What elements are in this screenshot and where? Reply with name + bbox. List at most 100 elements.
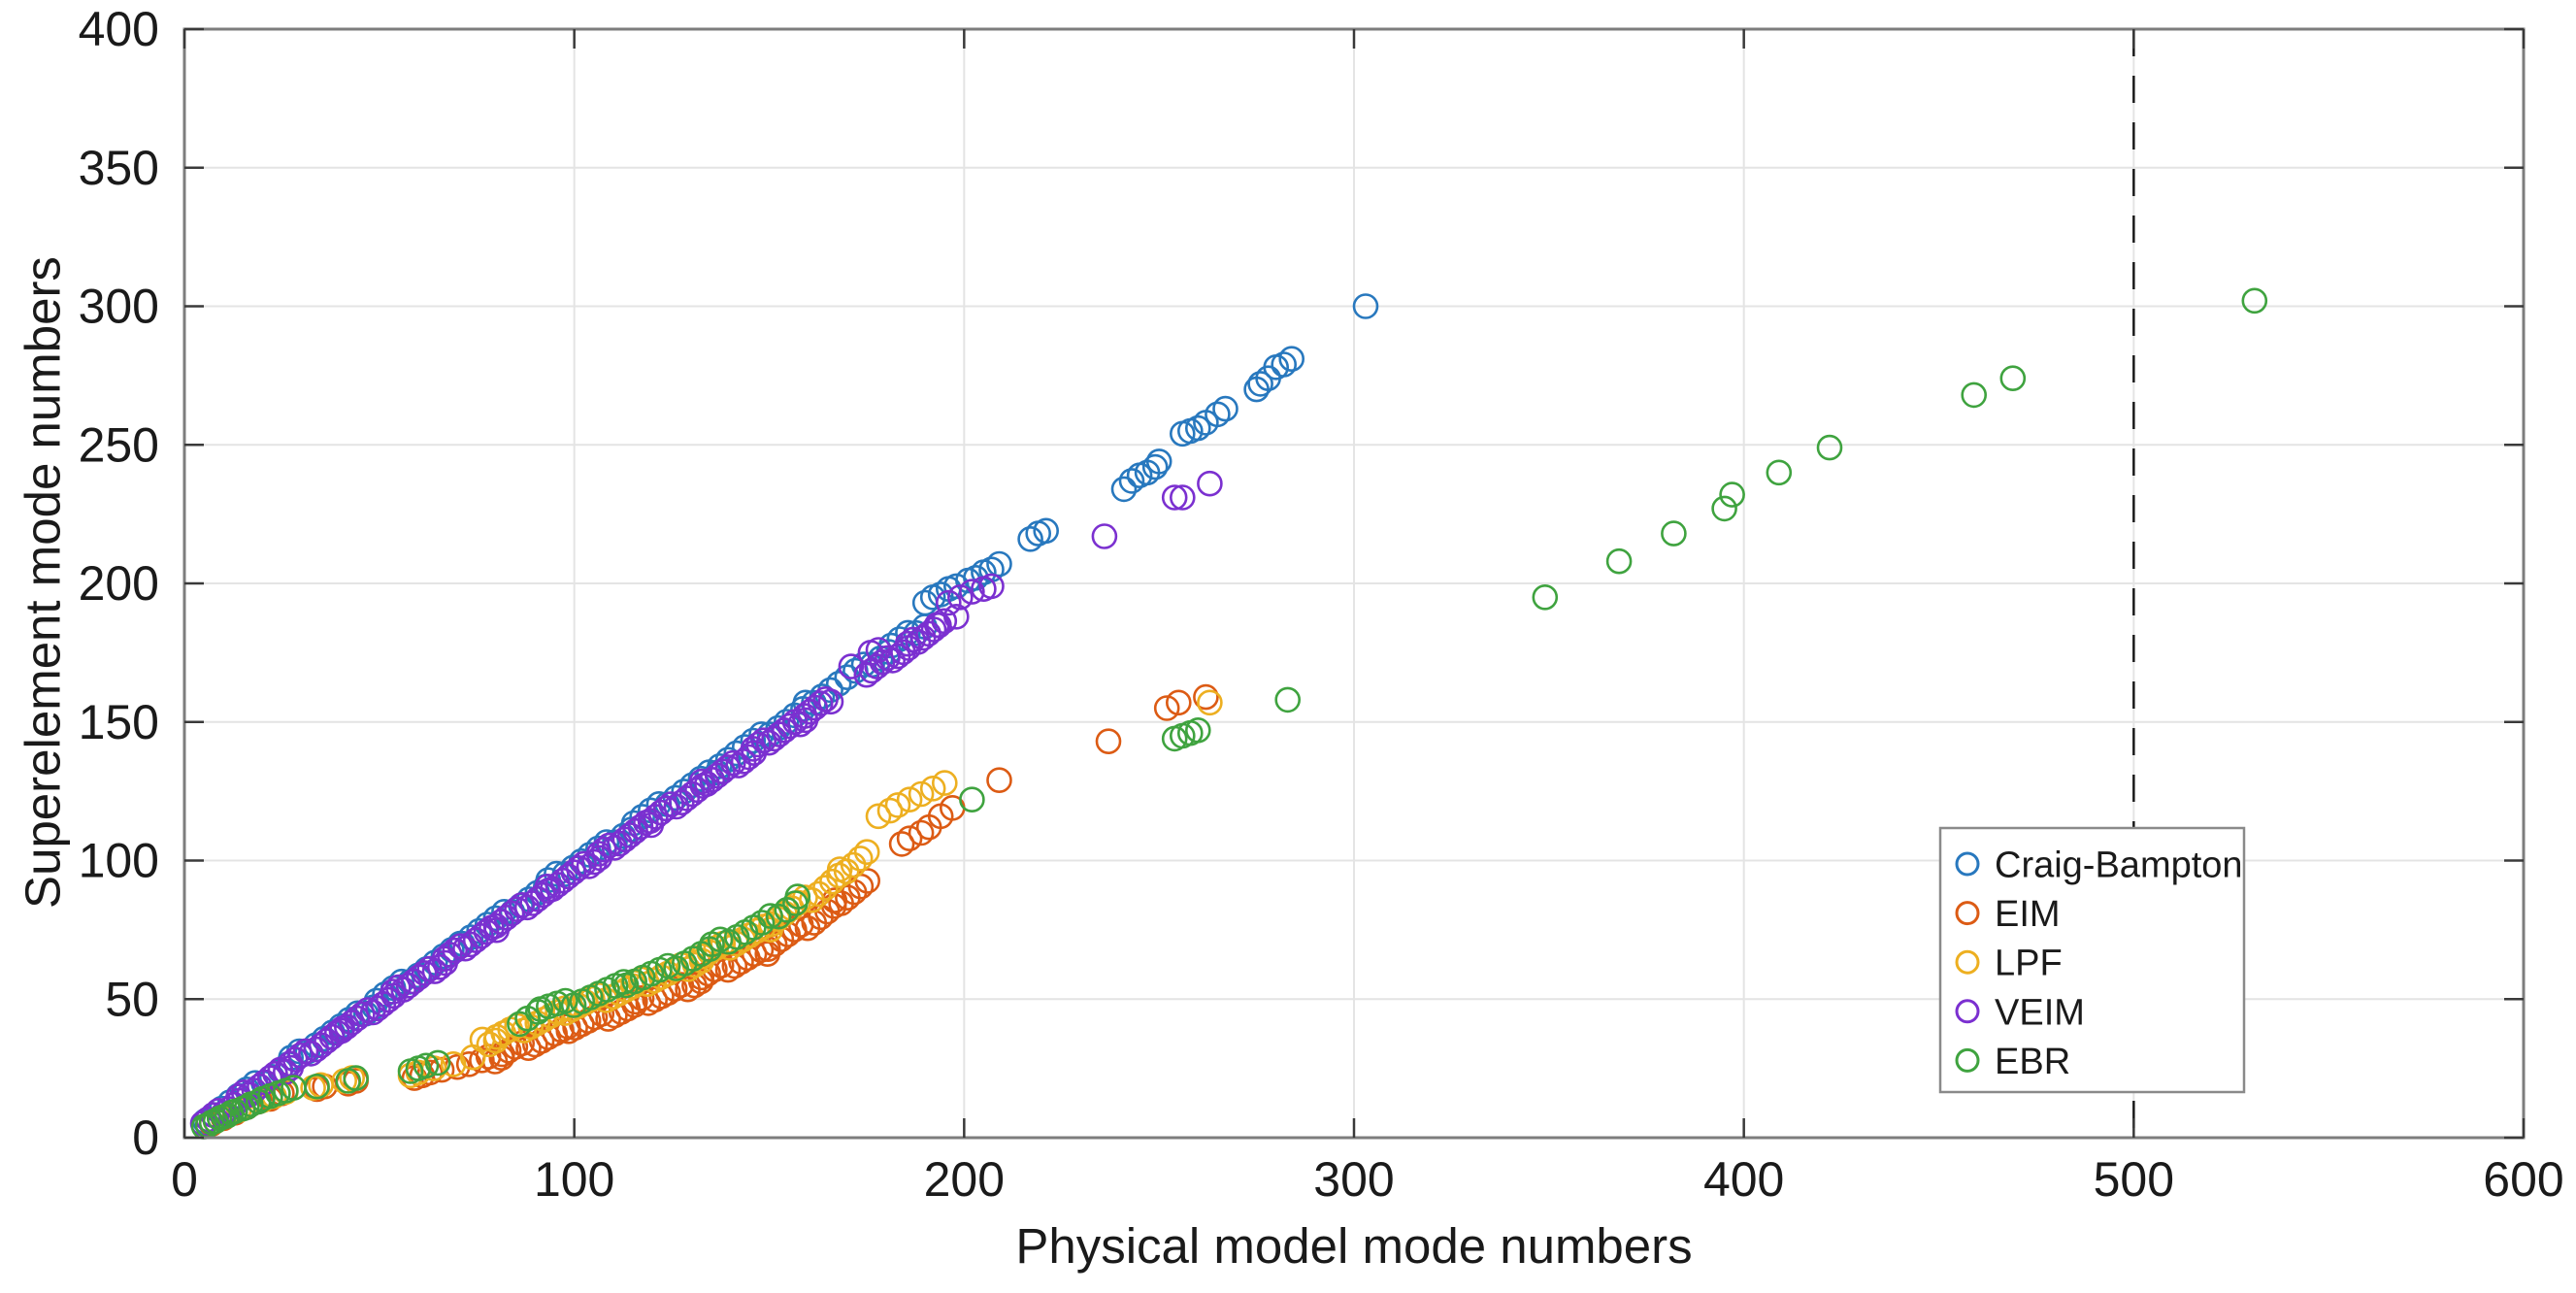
data-point: [714, 754, 742, 780]
data-point: [840, 851, 867, 879]
axis-ticks: [182, 27, 2526, 1140]
data-point: [946, 583, 974, 611]
legend-label: EBR: [1995, 1042, 2070, 1082]
data-point: [442, 937, 469, 964]
legend-entry-lpf: LPF: [1955, 944, 2063, 984]
data-point: [740, 727, 767, 754]
data-point: [1166, 689, 1192, 716]
series-veim: [189, 470, 1223, 1137]
data-point: [380, 978, 407, 1005]
data-point: [459, 1044, 486, 1071]
data-point: [424, 1049, 451, 1077]
data-point: [1999, 365, 2027, 392]
data-point: [1091, 523, 1118, 549]
data-point: [834, 664, 861, 691]
x-tick-label: 300: [1313, 1152, 1394, 1207]
data-point: [959, 579, 985, 605]
data-point: [846, 845, 874, 872]
legend-label: LPF: [1995, 944, 2063, 984]
data-point: [1095, 728, 1122, 755]
data-point: [765, 903, 792, 930]
data-point: [514, 1005, 541, 1032]
data-point: [1766, 459, 1793, 486]
legend-marker-craig-bampton-icon: [1955, 851, 1980, 877]
y-tick-label: 400: [79, 2, 159, 56]
data-point: [745, 731, 772, 758]
data-point: [1153, 695, 1180, 721]
data-point: [1271, 351, 1297, 378]
data-point: [1118, 468, 1145, 494]
data-point: [919, 775, 946, 802]
legend: Craig-Bampton EIM LPF VEIM EBR: [1938, 826, 2246, 1094]
data-point: [489, 1041, 515, 1068]
legend-marker-lpf-icon: [1955, 949, 1980, 975]
data-point: [1170, 484, 1196, 511]
legend-entry-veim: VEIM: [1955, 992, 2085, 1033]
x-tick-label: 100: [534, 1152, 614, 1207]
data-point: [1205, 401, 1231, 428]
data-point: [817, 688, 844, 715]
y-axis-tick-labels: 0 50 100 150 200 250 300 350 400: [79, 2, 159, 1165]
legend-marker-veim-icon: [1955, 999, 1980, 1024]
data-point: [1197, 689, 1223, 716]
x-tick-label: 200: [924, 1152, 1005, 1207]
data-point: [1145, 448, 1172, 475]
data-point: [343, 1065, 370, 1091]
data-point: [591, 836, 617, 863]
legend-label: EIM: [1995, 894, 2061, 935]
data-point: [854, 868, 881, 894]
data-point: [411, 960, 438, 986]
legend-box: [1938, 826, 2246, 1094]
y-tick-label: 150: [79, 695, 159, 749]
data-point: [894, 630, 921, 657]
data-point: [707, 752, 733, 779]
data-point: [1816, 434, 1843, 461]
data-point: [1017, 525, 1043, 552]
data-point: [1185, 414, 1211, 442]
series-ebr: [190, 287, 2268, 1140]
data-point: [927, 581, 954, 608]
data-point: [1193, 683, 1219, 711]
x-tick-label: 0: [171, 1152, 198, 1207]
data-point: [1197, 470, 1223, 497]
data-point: [908, 819, 935, 846]
data-point: [833, 858, 860, 885]
data-point: [876, 797, 904, 824]
data-point: [1278, 346, 1305, 373]
y-axis-label: Superelement mode numbers: [15, 256, 71, 909]
y-tick-label: 100: [79, 834, 159, 888]
data-point: [504, 896, 530, 923]
data-point: [757, 903, 783, 929]
legend-label: VEIM: [1995, 992, 2085, 1033]
y-tick-label: 300: [79, 280, 159, 334]
data-point: [1605, 547, 1633, 575]
data-point: [1719, 481, 1745, 508]
data-point: [825, 670, 852, 697]
data-point: [1141, 453, 1169, 481]
y-tick-label: 200: [79, 556, 159, 611]
data-point: [1212, 395, 1238, 422]
data-point: [1532, 583, 1559, 611]
y-tick-label: 50: [105, 972, 159, 1026]
data-point: [853, 839, 880, 866]
legend-marker-eim-icon: [1955, 901, 1980, 926]
data-point: [304, 1073, 330, 1100]
data-point: [942, 603, 970, 630]
data-point: [2241, 287, 2268, 315]
data-point: [838, 653, 865, 680]
data-point: [234, 1094, 260, 1120]
data-point: [1711, 495, 1737, 522]
data-point: [806, 880, 832, 908]
data-point: [959, 786, 985, 813]
y-tick-label: 250: [79, 417, 159, 472]
data-point: [748, 910, 776, 936]
y-tick-label: 350: [79, 141, 159, 195]
y-tick-label: 0: [132, 1111, 159, 1165]
x-tick-label: 600: [2483, 1152, 2563, 1207]
data-point: [1661, 520, 1687, 547]
x-tick-label: 400: [1703, 1152, 1784, 1207]
data-point: [611, 969, 638, 995]
x-axis-tick-labels: 0 100 200 300 400 500 600: [171, 1152, 2564, 1207]
